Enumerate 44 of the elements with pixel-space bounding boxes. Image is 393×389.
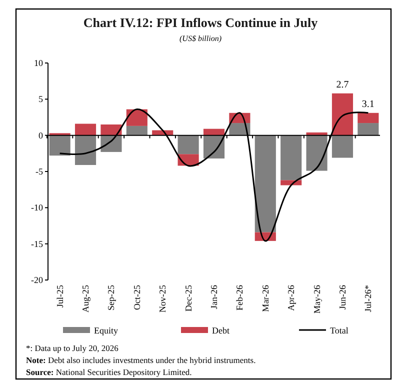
bar [280, 135, 302, 180]
x-tick-label: Nov-25 [158, 284, 168, 312]
bar [49, 135, 70, 156]
text: *: Data up to July 20, 2026 [26, 343, 118, 353]
x-tick-label: Jan-26 [209, 284, 219, 309]
bar [358, 112, 379, 124]
x-tick-label: Sep-25 [106, 284, 116, 310]
legend-label: Debt [212, 326, 230, 336]
bar [306, 135, 328, 171]
x-tick-label: May-26 [312, 284, 322, 314]
bar [332, 135, 354, 158]
legend-label: Equity [94, 326, 118, 336]
bar [358, 123, 379, 136]
y-tick-label: -15 [31, 238, 44, 249]
x-tick-label: Mar-26 [260, 284, 270, 312]
y-tick-label: 0 [38, 130, 44, 140]
bar [332, 93, 354, 136]
y-tick-label: -5 [36, 166, 44, 176]
bar [126, 126, 148, 136]
text: Note: Debt also includes investments under the hybrid instruments. [26, 355, 256, 365]
x-tick-label: Oct-25 [132, 284, 142, 310]
data-label: 2.7 [336, 79, 349, 90]
x-tick-label: Jun-26 [337, 284, 348, 310]
x-tick-label: Jul-25 [54, 284, 65, 308]
source-note: Source: National Securities Depository Limited. [26, 367, 192, 377]
chart-title: Chart IV.12: FPI Inflows Continue in July [83, 15, 318, 30]
x-tick-label: Apr-26 [286, 284, 296, 311]
y-tick-label: -20 [31, 275, 44, 285]
x-tick-label: Dec-25 [183, 284, 194, 312]
y-tick-label: 10 [34, 58, 44, 68]
x-tick-label: Aug-25 [80, 284, 91, 312]
legend-label: Total [330, 326, 349, 336]
bar [74, 135, 96, 165]
x-tick-label: Feb-26 [234, 284, 245, 310]
bar [254, 135, 276, 232]
bar [203, 128, 225, 136]
bar [74, 124, 96, 136]
y-tick-label: 5 [38, 94, 44, 104]
chart-subtitle: (US$ billion) [180, 34, 222, 43]
x-tick-label: Jul-26* [363, 284, 374, 312]
y-tick-label: -10 [31, 202, 44, 213]
data-label: 3.1 [362, 98, 374, 110]
bar [178, 135, 199, 154]
bar [100, 124, 122, 136]
